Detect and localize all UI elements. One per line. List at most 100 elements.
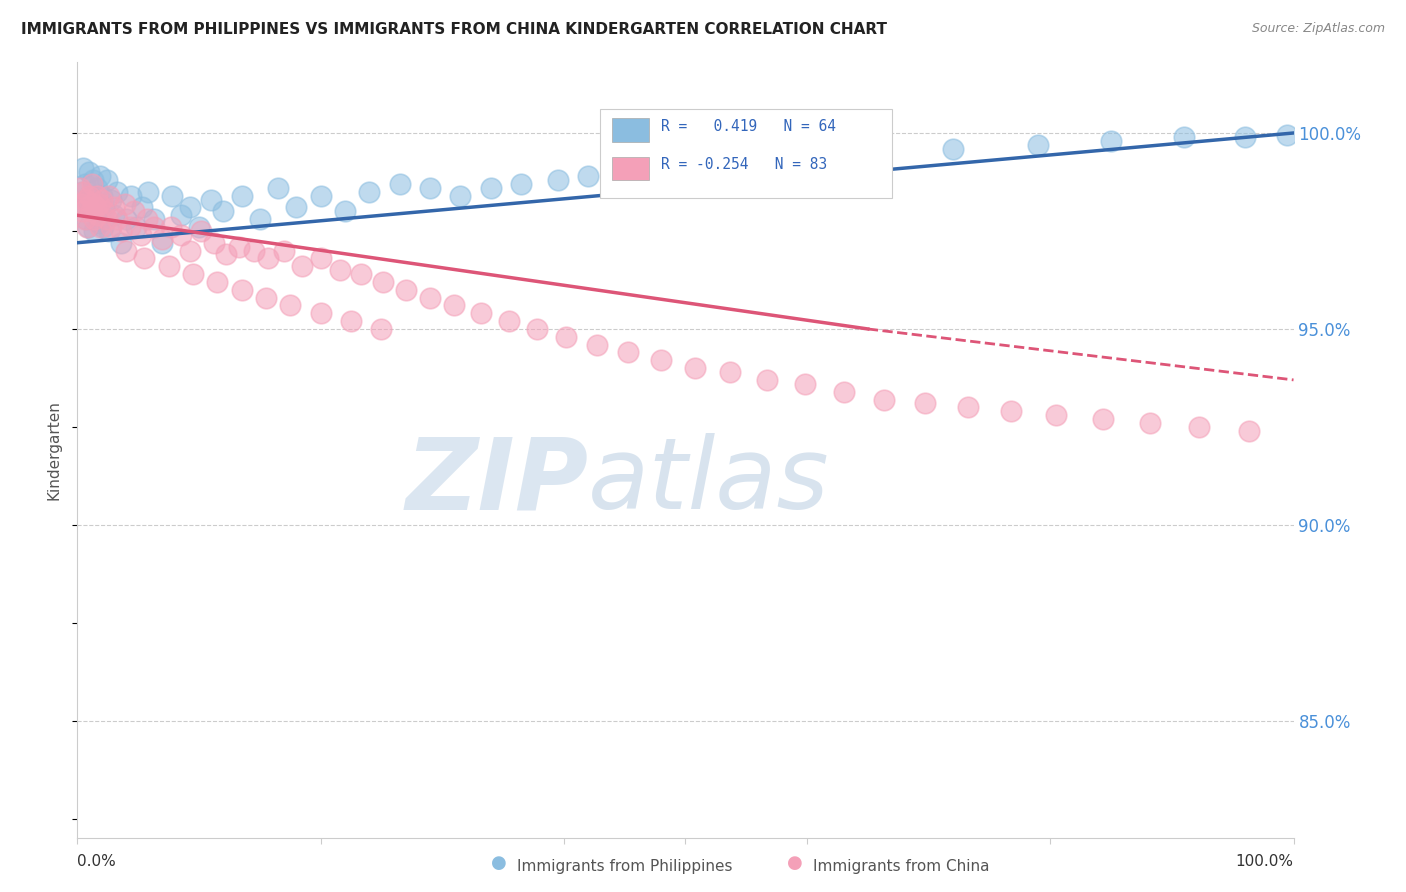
Point bbox=[675, 161, 697, 176]
Point bbox=[77, 220, 100, 235]
Point bbox=[231, 188, 253, 202]
Point bbox=[285, 201, 308, 215]
Point bbox=[135, 212, 157, 227]
Point bbox=[650, 353, 672, 368]
Point bbox=[73, 177, 96, 191]
Point bbox=[683, 361, 706, 376]
Point bbox=[103, 208, 125, 222]
Point bbox=[395, 283, 418, 297]
Point bbox=[115, 212, 138, 227]
Text: Immigrants from Philippines: Immigrants from Philippines bbox=[517, 859, 733, 874]
Point bbox=[267, 181, 290, 195]
Point bbox=[124, 204, 146, 219]
Point bbox=[69, 196, 91, 211]
Point bbox=[75, 193, 97, 207]
Point bbox=[735, 153, 758, 168]
Point bbox=[371, 275, 394, 289]
Point bbox=[956, 401, 979, 415]
Point bbox=[120, 188, 142, 202]
Point bbox=[872, 392, 894, 407]
Point bbox=[179, 244, 201, 258]
Point bbox=[215, 247, 238, 261]
Point bbox=[443, 298, 465, 312]
Point bbox=[617, 345, 640, 359]
Point bbox=[585, 337, 607, 351]
Point bbox=[793, 376, 815, 391]
Point bbox=[77, 201, 100, 215]
Point bbox=[136, 185, 159, 199]
Text: R = -0.254   N = 83: R = -0.254 N = 83 bbox=[661, 157, 827, 172]
Point bbox=[242, 244, 264, 258]
Point bbox=[291, 259, 314, 273]
Point bbox=[160, 188, 183, 202]
Point bbox=[97, 224, 120, 238]
Text: atlas: atlas bbox=[588, 433, 830, 530]
Point bbox=[278, 298, 301, 312]
Point bbox=[100, 193, 122, 207]
Point bbox=[190, 224, 212, 238]
Point bbox=[142, 212, 165, 227]
Point bbox=[89, 169, 111, 183]
Point bbox=[125, 220, 148, 235]
Point bbox=[202, 235, 225, 250]
Point bbox=[160, 220, 183, 235]
Point bbox=[76, 220, 98, 235]
Point bbox=[309, 252, 332, 266]
Point bbox=[856, 145, 879, 160]
Text: IMMIGRANTS FROM PHILIPPINES VS IMMIGRANTS FROM CHINA KINDERGARTEN CORRELATION CH: IMMIGRANTS FROM PHILIPPINES VS IMMIGRANT… bbox=[21, 22, 887, 37]
Point bbox=[942, 142, 965, 156]
Point bbox=[231, 283, 253, 297]
Point bbox=[273, 244, 295, 258]
Point bbox=[1233, 129, 1256, 144]
Point bbox=[370, 322, 392, 336]
Point bbox=[1045, 408, 1067, 422]
Point bbox=[228, 240, 250, 254]
Point bbox=[419, 181, 441, 195]
Point bbox=[86, 188, 108, 202]
Point bbox=[796, 149, 818, 163]
Point bbox=[107, 185, 129, 199]
Point bbox=[626, 165, 648, 179]
Point bbox=[75, 212, 97, 227]
Point bbox=[1026, 137, 1049, 152]
Point bbox=[388, 177, 411, 191]
Point bbox=[157, 259, 180, 273]
Point bbox=[69, 181, 91, 195]
Point bbox=[479, 181, 502, 195]
Point bbox=[179, 201, 201, 215]
Point bbox=[129, 227, 152, 242]
Point bbox=[212, 204, 235, 219]
Y-axis label: Kindergarten: Kindergarten bbox=[46, 401, 62, 500]
Point bbox=[720, 365, 742, 379]
Point bbox=[309, 306, 332, 320]
Point bbox=[72, 161, 94, 176]
Point bbox=[70, 204, 93, 219]
Point bbox=[103, 201, 125, 215]
Text: Immigrants from China: Immigrants from China bbox=[813, 859, 990, 874]
Point bbox=[80, 204, 103, 219]
Point bbox=[110, 235, 132, 250]
Point bbox=[79, 188, 101, 202]
Point bbox=[80, 177, 103, 191]
Point bbox=[309, 188, 332, 202]
Point bbox=[91, 220, 114, 235]
Point bbox=[1237, 424, 1260, 438]
Point bbox=[526, 322, 548, 336]
Point bbox=[449, 188, 471, 202]
Point bbox=[200, 193, 222, 207]
Point bbox=[350, 267, 373, 281]
Point bbox=[79, 165, 101, 179]
Point bbox=[72, 185, 94, 199]
Text: 100.0%: 100.0% bbox=[1236, 855, 1294, 869]
Text: ●: ● bbox=[491, 855, 508, 872]
Point bbox=[510, 177, 533, 191]
Text: R =   0.419   N = 64: R = 0.419 N = 64 bbox=[661, 119, 837, 134]
Point bbox=[76, 193, 98, 207]
Point bbox=[114, 196, 136, 211]
Point bbox=[118, 220, 141, 235]
Point bbox=[249, 212, 271, 227]
Point bbox=[205, 275, 228, 289]
Point bbox=[152, 232, 174, 246]
Point bbox=[84, 196, 107, 211]
Point bbox=[96, 173, 118, 187]
